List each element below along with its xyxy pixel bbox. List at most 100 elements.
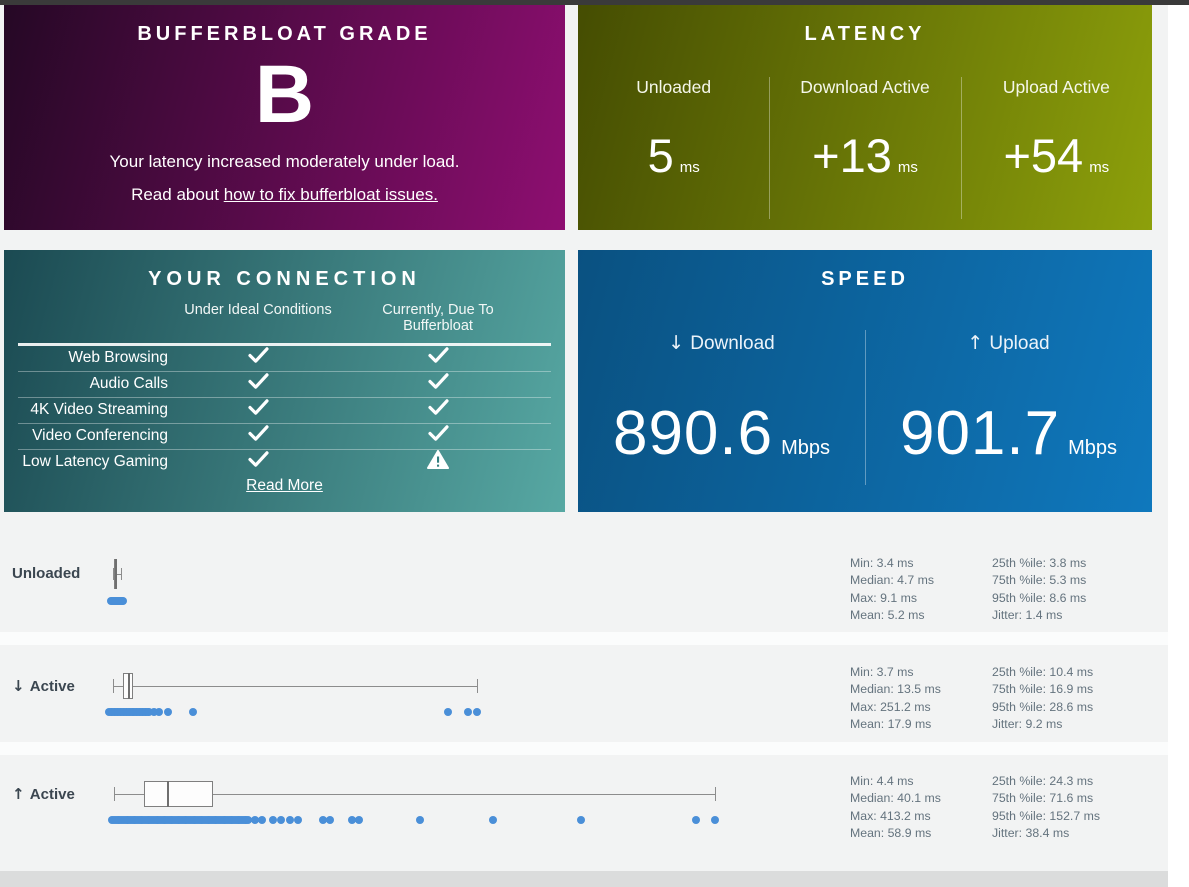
- latency-sample-dot: [325, 816, 334, 824]
- latency-sample-dot: [189, 708, 198, 716]
- stat-line: Mean: 58.9 ms: [850, 825, 932, 840]
- latency-value: 5 ms: [578, 132, 769, 179]
- stat-line: Jitter: 38.4 ms: [992, 825, 1070, 840]
- speed-unit: Mbps: [781, 437, 831, 459]
- stat-line: 75th %ile: 16.9 ms: [992, 682, 1094, 697]
- ideal-conditions-cell: [168, 373, 348, 395]
- connection-row-label: Web Browsing: [68, 349, 168, 366]
- latency-column: Download Active +13 ms: [769, 65, 960, 179]
- current-conditions-cell: [348, 347, 528, 369]
- connection-row: Low Latency Gaming: [18, 450, 551, 475]
- boxplot-whisker-cap: [477, 679, 479, 693]
- boxplot-whisker: [112, 574, 122, 575]
- bottom-gray-bar: [0, 871, 1168, 887]
- stat-line: 25th %ile: 3.8 ms: [992, 556, 1087, 570]
- latency-sample-dot: [692, 816, 700, 824]
- latency-sample-dot: [268, 816, 277, 824]
- connection-row-label: Low Latency Gaming: [22, 453, 168, 470]
- check-icon: [247, 451, 269, 473]
- stat-line: Mean: 5.2 ms: [850, 607, 925, 622]
- current-conditions-cell: [348, 425, 528, 447]
- latency-card: LATENCY Unloaded 5 ms Download Active +13 ms U…: [578, 5, 1152, 230]
- ideal-conditions-cell: [168, 347, 348, 369]
- latency-sample-dot: [472, 708, 481, 716]
- speed-value: 901.7 Mbps: [865, 403, 1152, 465]
- stat-line: 95th %ile: 28.6 ms: [992, 699, 1094, 714]
- connection-row-label: Video Conferencing: [32, 427, 168, 444]
- stat-line: 75th %ile: 71.6 ms: [992, 791, 1094, 806]
- latency-sample-dot: [244, 816, 253, 824]
- speed-number: 901.7: [899, 399, 1061, 468]
- speed-column: ↑ Upload 901.7 Mbps: [865, 320, 1152, 465]
- latency-sample-dot: [258, 816, 267, 824]
- stat-line: 75th %ile: 5.3 ms: [992, 573, 1087, 588]
- check-icon: [247, 399, 269, 421]
- browser-top-bar: [0, 0, 1189, 5]
- grade-card-title: BUFFERBLOAT GRADE: [137, 23, 432, 45]
- speed-number: 890.6: [612, 399, 774, 468]
- latency-column: Upload Active +54 ms: [961, 65, 1152, 179]
- current-conditions-cell: [348, 399, 528, 421]
- speed-column-label: ↑ Upload: [865, 332, 1152, 355]
- boxplot-box: [143, 781, 214, 807]
- grade-message: Your latency increased moderately under …: [109, 152, 460, 171]
- read-more-link[interactable]: Read More: [246, 477, 323, 494]
- check-icon: [427, 373, 449, 395]
- latency-column: Unloaded 5 ms: [578, 65, 769, 179]
- latency-row-label-text: Active: [29, 678, 75, 695]
- latency-number: +13: [812, 129, 892, 182]
- connection-row: Audio Calls: [18, 372, 551, 398]
- connection-row-label: Audio Calls: [89, 375, 168, 392]
- speed-label-text: Download: [690, 333, 775, 354]
- boxplot-whisker-cap: [121, 568, 123, 580]
- latency-number: 5: [647, 129, 674, 182]
- stat-line: 25th %ile: 24.3 ms: [992, 774, 1094, 788]
- stat-line: Mean: 17.9 ms: [850, 716, 932, 731]
- latency-sample-dot: [145, 708, 154, 716]
- header-current: Currently, Due To Bufferbloat: [382, 302, 494, 334]
- stat-line: Max: 251.2 ms: [850, 699, 931, 714]
- grade-link-line: Read about how to fix bufferbloat issues…: [4, 185, 565, 205]
- latency-divider: [961, 77, 962, 219]
- connection-row: Video Conferencing: [18, 424, 551, 450]
- latency-sample-dot: [251, 816, 259, 824]
- scrollbar-track[interactable]: [1168, 5, 1189, 887]
- connection-row: Web Browsing: [18, 346, 551, 372]
- stat-line: Jitter: 9.2 ms: [992, 716, 1063, 731]
- current-conditions-cell: [348, 373, 528, 395]
- ideal-conditions-cell: [168, 451, 348, 473]
- stat-line: Max: 413.2 ms: [850, 808, 931, 823]
- latency-divider: [769, 77, 770, 219]
- latency-stats-column: Min: 4.4 ms Median: 40.1 ms Max: 413.2 ms M…: [850, 773, 941, 842]
- speed-divider: [865, 330, 866, 485]
- latency-row-label: Unloaded: [12, 565, 80, 582]
- latency-sample-dot: [277, 816, 286, 824]
- connection-table-header: Under Ideal Conditions Currently, Due To…: [18, 302, 551, 343]
- stat-line: 95th %ile: 152.7 ms: [992, 808, 1101, 823]
- boxplot-whisker-cap: [113, 679, 115, 693]
- connection-table: Under Ideal Conditions Currently, Due To…: [18, 302, 551, 475]
- upload-latency-row-label: ↑ Active: [12, 785, 75, 803]
- latency-row-label-text: Unloaded: [12, 565, 81, 582]
- speed-value: 890.6 Mbps: [578, 403, 865, 465]
- stat-line: Min: 4.4 ms: [850, 774, 914, 788]
- fix-bufferbloat-link[interactable]: how to fix bufferbloat issues.: [223, 185, 438, 204]
- latency-sample-dot: [318, 816, 327, 824]
- boxplot-median: [127, 673, 130, 699]
- latency-sample-dot: [119, 597, 128, 605]
- latency-sample-dot: [149, 708, 158, 716]
- your-connection-card: YOUR CONNECTION Under Ideal Conditions C…: [4, 250, 565, 512]
- speed-card: SPEED ↓ Download 890.6 Mbps ↑ Upload 901.7 Mb…: [578, 250, 1152, 512]
- check-icon: [427, 425, 449, 447]
- latency-unit: ms: [897, 159, 918, 176]
- up-arrow-icon: ↑: [12, 785, 30, 803]
- boxplot-whisker-cap: [715, 787, 717, 801]
- stat-line: Median: 40.1 ms: [850, 791, 941, 806]
- latency-sample-dot: [489, 816, 498, 824]
- latency-sample-dot: [415, 816, 424, 824]
- bufferbloat-grade-value: B: [254, 49, 315, 140]
- speed-unit: Mbps: [1068, 437, 1118, 459]
- upload-arrow-icon: ↑: [967, 332, 990, 354]
- latency-card-title: LATENCY: [804, 23, 926, 45]
- header-underline: [18, 343, 551, 346]
